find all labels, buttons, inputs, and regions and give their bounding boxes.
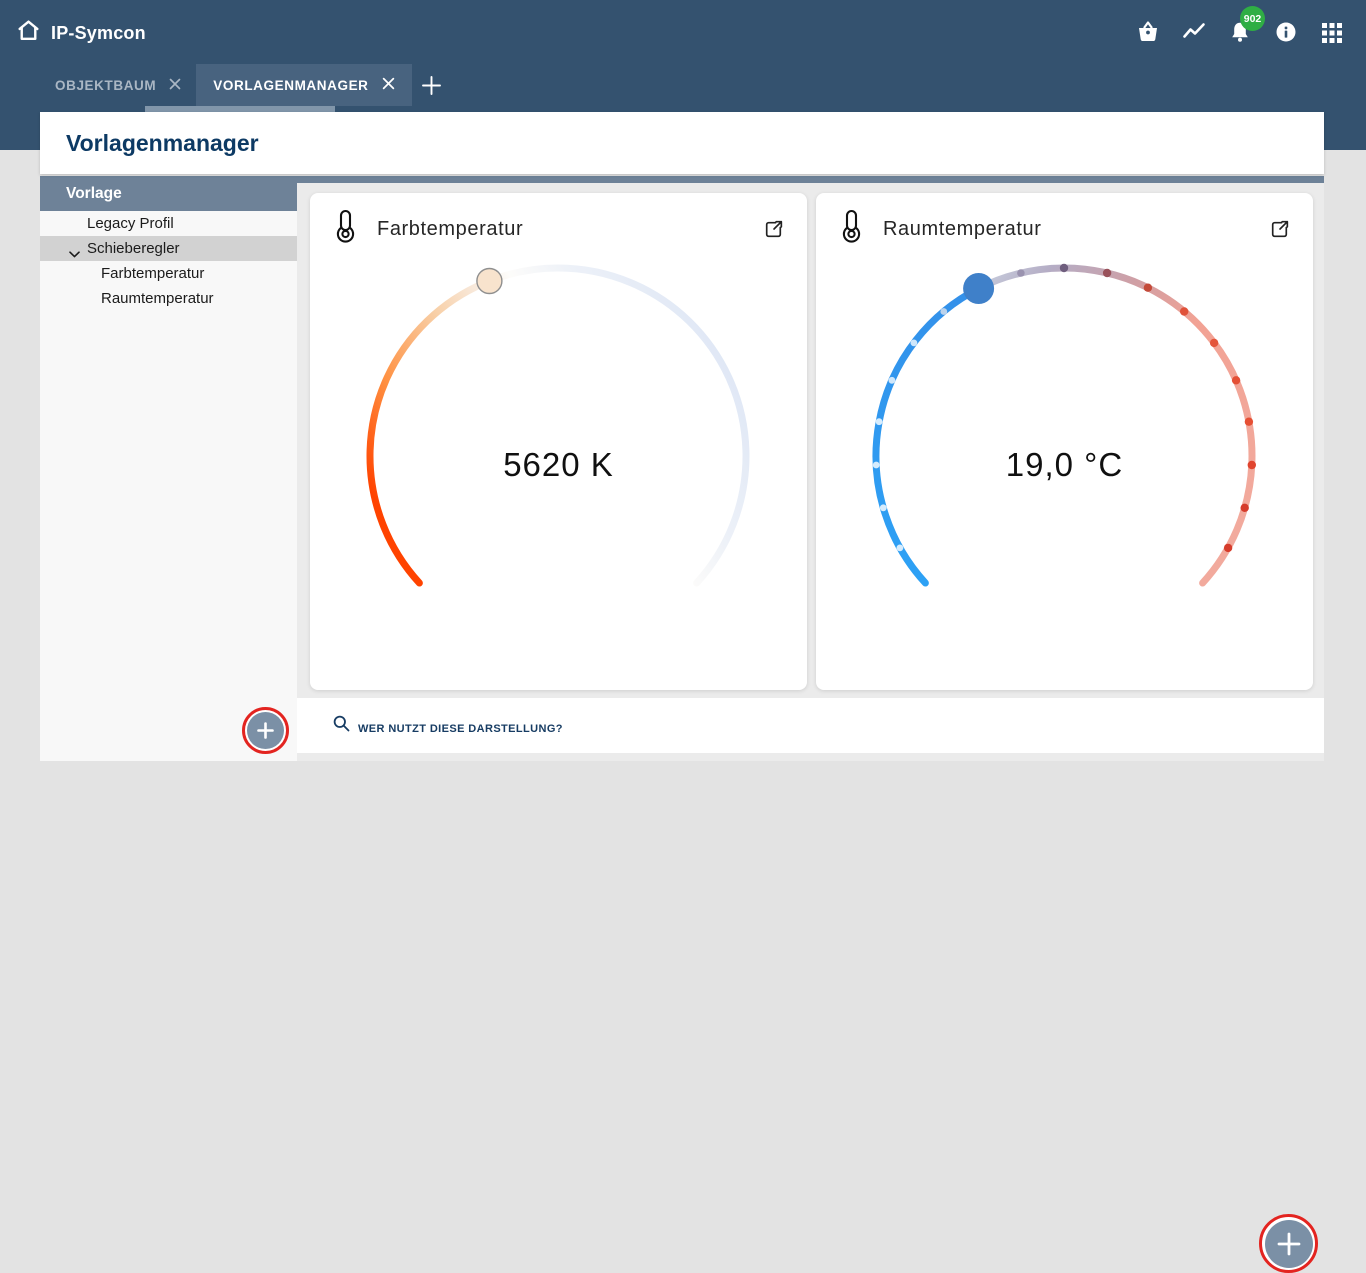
- tab-vorlagenmanager[interactable]: VORLAGENMANAGER: [196, 64, 412, 106]
- external-link-icon[interactable]: [762, 218, 785, 241]
- sidebar-item-label: Schieberegler: [87, 240, 180, 257]
- sidebar-item-legacy-profil[interactable]: Legacy Profil: [40, 211, 297, 236]
- plus-icon: [247, 712, 284, 749]
- add-usage-button[interactable]: [1259, 1214, 1318, 1273]
- card-title: Raumtemperatur: [883, 217, 1042, 240]
- tab-bar: OBJEKTBAUM VORLAGENMANAGER: [40, 64, 452, 106]
- close-icon[interactable]: [382, 77, 395, 93]
- sidebar-item-label: Farbtemperatur: [101, 265, 205, 282]
- info-icon[interactable]: [1272, 17, 1300, 47]
- card-raumtemperatur: Raumtemperatur: [816, 193, 1313, 690]
- thermometer-icon: [838, 209, 865, 249]
- gauge-value: 19,0 °C: [1005, 446, 1124, 483]
- add-tab-button[interactable]: [412, 64, 452, 106]
- panel-top-accent: [297, 176, 1324, 183]
- gauge-arc[interactable]: [872, 285, 983, 587]
- tab-objektbaum[interactable]: OBJEKTBAUM: [40, 64, 196, 106]
- thermometer-icon: [332, 209, 359, 249]
- apps-grid-icon[interactable]: [1318, 17, 1346, 47]
- app-title: IP-Symcon: [51, 22, 146, 43]
- sidebar-item-raumtemperatur[interactable]: Raumtemperatur: [40, 286, 297, 311]
- gauge-tick-group: [872, 263, 1256, 553]
- gauge-knob[interactable]: [476, 267, 503, 295]
- store-basket-icon[interactable]: [1134, 17, 1162, 47]
- gauge-value: 5620 K: [503, 446, 614, 483]
- vorlage-sidebar: Vorlage Legacy Profil Schieberegler Farb…: [40, 176, 297, 761]
- sidebar-header: Vorlage: [40, 176, 297, 211]
- sidebar-item-label: Legacy Profil: [87, 215, 174, 232]
- tab-label: VORLAGENMANAGER: [213, 77, 369, 93]
- card-title: Farbtemperatur: [377, 217, 524, 240]
- gauge-arc[interactable]: [366, 264, 750, 587]
- external-link-icon[interactable]: [1268, 218, 1291, 241]
- add-vorlage-button[interactable]: [242, 707, 289, 754]
- search-icon: [333, 715, 350, 737]
- notifications-bell-icon[interactable]: 902: [1226, 6, 1265, 47]
- plus-icon: [1264, 1219, 1313, 1268]
- page-title-band: Vorlagenmanager: [40, 112, 1324, 174]
- card-farbtemperatur: Farbtemperatur: [310, 193, 807, 690]
- farbtemperatur-gauge: [358, 244, 758, 644]
- page-title: Vorlagenmanager: [66, 129, 259, 156]
- active-tab-underline: [145, 106, 335, 113]
- sidebar-item-farbtemperatur[interactable]: Farbtemperatur: [40, 261, 297, 286]
- sidebar-item-label: Raumtemperatur: [101, 290, 214, 307]
- chevron-down-icon[interactable]: [69, 245, 80, 262]
- sidebar-item-schieberegler[interactable]: Schieberegler: [40, 236, 297, 261]
- gauge-track[interactable]: [975, 264, 1256, 587]
- close-icon[interactable]: [169, 78, 181, 93]
- search-input[interactable]: [358, 722, 978, 735]
- tab-label: OBJEKTBAUM: [55, 77, 157, 93]
- activity-trend-icon[interactable]: [1180, 17, 1208, 47]
- raumtemperatur-gauge: [864, 244, 1264, 644]
- app-logo[interactable]: IP-Symcon: [16, 18, 146, 48]
- home-icon: [16, 18, 41, 48]
- usage-search-bar: [297, 698, 1324, 1273]
- notification-badge: 902: [1240, 6, 1265, 31]
- gauge-knob[interactable]: [963, 273, 995, 304]
- template-preview-panel: Farbtemperatur: [297, 176, 1324, 1273]
